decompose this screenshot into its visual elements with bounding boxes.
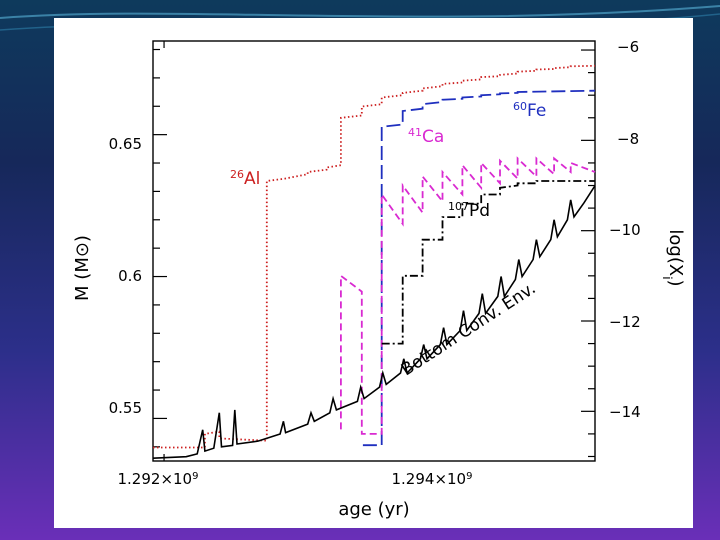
series-line-60fe [362,89,596,447]
x-tick-label-1294: 1.294×109 [392,470,473,488]
series-line-41ca [340,156,596,435]
annotation-ca41: 41Ca [408,126,444,148]
y-right-tick-label-m12: −12 [609,313,641,331]
ticks-layer [153,41,595,461]
y-right-tick-label-m8: −8 [617,130,639,148]
deco-swoosh [0,5,720,19]
y-left-tick-label-060: 0.6 [118,267,142,285]
annotation-pd107: 107Pd [448,200,490,222]
annotation-fe60-text: Fe [527,101,546,121]
x-axis-title: age (yr) [338,499,409,520]
annotation-fe60-sup: 60 [513,100,527,113]
series-line-107pd [381,180,595,345]
figure-panel: M (M⊙) log(Xi) age (yr) 1.292×109 1.294×… [54,18,693,528]
series-line-26al [153,64,596,449]
x-tick-1292-exp: 9 [192,471,198,482]
plot-frame [152,40,596,462]
y-axis-right-title-sub: i [660,276,674,279]
y-axis-left-title: M (M⊙) [72,235,93,301]
annotation-ca41-text: Ca [422,127,444,147]
x-tick-1292-mantissa: 1.292×10 [118,470,193,488]
annotation-al26: 26Al [230,168,260,190]
annotation-al26-sup: 26 [230,168,244,181]
isotope-evolution-chart: M (M⊙) log(Xi) age (yr) 1.292×109 1.294×… [72,38,686,520]
annotation-al26-text: Al [244,169,260,189]
annotation-bottom-conv-env: Bottom Conv. Env. [398,278,540,380]
series-layer [152,64,596,459]
series-line-bottom-conv-env- [152,185,596,459]
y-right-tick-label-m14: −14 [609,403,641,421]
y-left-tick-label-065: 0.65 [109,135,142,153]
y-right-tick-label-m10: −10 [609,221,641,239]
y-axis-right-title-close: ) [665,280,686,287]
annotation-pd107-text: Pd [469,201,490,221]
annotation-pd107-sup: 107 [448,200,469,213]
annotation-ca41-sup: 41 [408,126,422,139]
y-axis-right-title-main: log(X [665,229,686,276]
x-tick-label-1292: 1.292×109 [118,470,199,488]
y-right-tick-label-m6: −6 [617,38,639,56]
annotation-fe60: 60Fe [513,100,546,122]
x-tick-1294-exp: 9 [466,471,472,482]
x-tick-1294-mantissa: 1.294×10 [392,470,467,488]
y-axis-right-title: log(Xi) [660,229,686,286]
y-left-tick-label-055: 0.55 [109,399,142,417]
